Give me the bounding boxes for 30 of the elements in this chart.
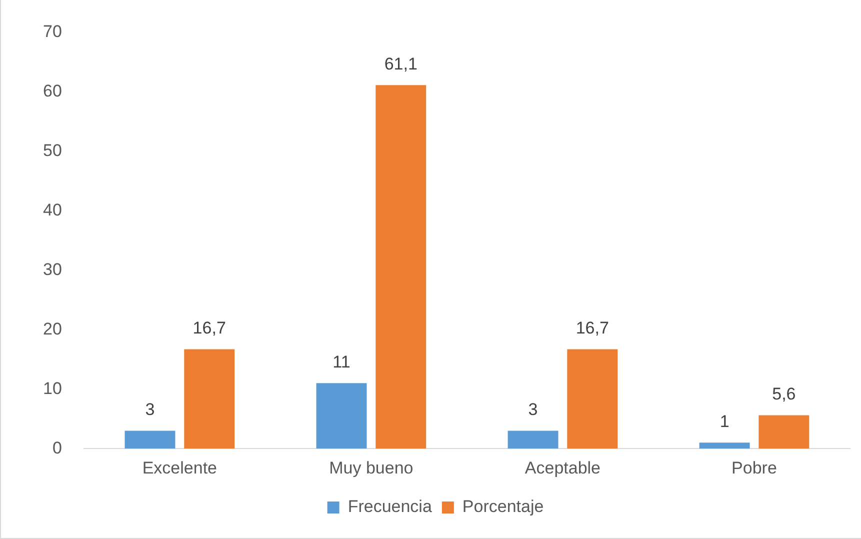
bar [699,442,750,449]
data-label: 1 [720,412,730,431]
y-tick-label: 20 [42,319,62,338]
x-tick-label: Muy bueno [329,458,414,478]
y-tick-label: 70 [42,22,62,41]
x-tick-label: Pobre [732,458,777,478]
bar [376,85,426,449]
y-tick-label: 30 [42,260,62,279]
data-label: 3 [145,400,155,419]
bar [758,415,810,449]
x-tick-label: Aceptable [524,458,601,478]
bar [567,349,618,449]
legend-label: Porcentaje [462,497,544,516]
y-tick-label: 40 [42,200,62,220]
bar [316,383,367,449]
bar [508,430,558,449]
data-label: 3 [528,400,538,419]
data-label: 16,7 [192,318,226,338]
y-tick-label: 50 [42,140,62,160]
y-tick-label: 60 [42,81,62,100]
x-tick-label: Excelente [142,458,218,478]
data-label: 5,6 [772,384,796,404]
data-label: 16,7 [576,318,609,338]
y-tick-label: 10 [42,378,62,398]
bar [124,430,176,449]
data-label: 61,1 [384,54,418,74]
data-label: 11 [332,352,350,372]
bar [184,349,235,449]
legend-label: Frecuencia [348,497,432,516]
y-tick-label: 0 [52,438,62,458]
